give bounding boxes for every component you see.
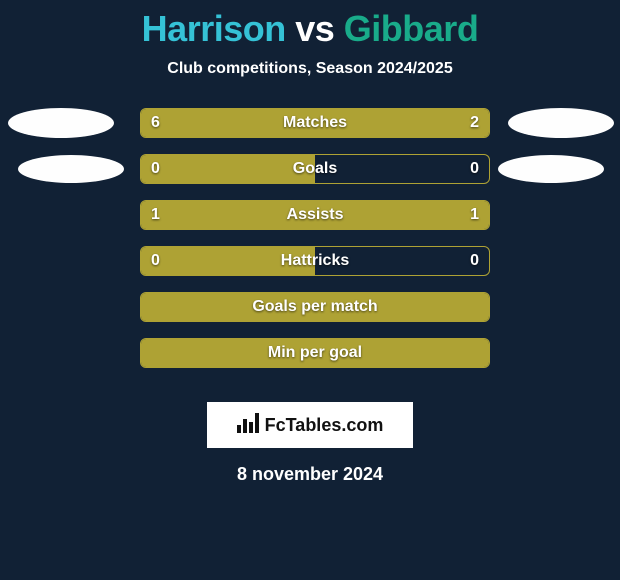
stat-label: Min per goal xyxy=(268,344,362,362)
player1-ellipse-a xyxy=(8,108,114,138)
stat-row: Min per goal xyxy=(140,338,490,368)
logo-box: FcTables.com xyxy=(207,402,413,448)
stat-label: Goals per match xyxy=(252,298,377,316)
logo-text: FcTables.com xyxy=(265,415,384,436)
stat-value-right: 2 xyxy=(470,114,479,132)
player2-ellipse-b xyxy=(498,155,604,183)
bar-left xyxy=(141,109,388,137)
stat-row: Hattricks 0 0 xyxy=(140,246,490,276)
bar-chart-icon xyxy=(237,413,261,438)
stat-value-left: 0 xyxy=(151,160,160,178)
stat-row: Assists 1 1 xyxy=(140,200,490,230)
stat-value-right: 0 xyxy=(470,252,479,270)
stat-label: Matches xyxy=(283,114,347,132)
stat-label: Assists xyxy=(287,206,344,224)
subtitle: Club competitions, Season 2024/2025 xyxy=(0,60,620,78)
player1-ellipse-b xyxy=(18,155,124,183)
stat-label: Hattricks xyxy=(281,252,349,270)
comparison-title: Harrison vs Gibbard xyxy=(0,0,620,50)
stat-value-left: 1 xyxy=(151,206,160,224)
vs-text: vs xyxy=(295,8,334,49)
stat-value-left: 6 xyxy=(151,114,160,132)
stat-value-right: 0 xyxy=(470,160,479,178)
date: 8 november 2024 xyxy=(0,464,620,485)
player1-name: Harrison xyxy=(142,8,286,49)
bar-left xyxy=(141,155,315,183)
stat-value-left: 0 xyxy=(151,252,160,270)
stat-rows: Matches62Goals00Assists11Hattricks00Goal… xyxy=(140,108,490,384)
stat-row: Matches 6 2 xyxy=(140,108,490,138)
stat-row: Goals per match xyxy=(140,292,490,322)
stat-row: Goals 0 0 xyxy=(140,154,490,184)
chart-area: Matches62Goals00Assists11Hattricks00Goal… xyxy=(0,108,620,388)
player2-ellipse-a xyxy=(508,108,614,138)
stat-value-right: 1 xyxy=(470,206,479,224)
player2-name: Gibbard xyxy=(344,8,479,49)
stat-label: Goals xyxy=(293,160,337,178)
